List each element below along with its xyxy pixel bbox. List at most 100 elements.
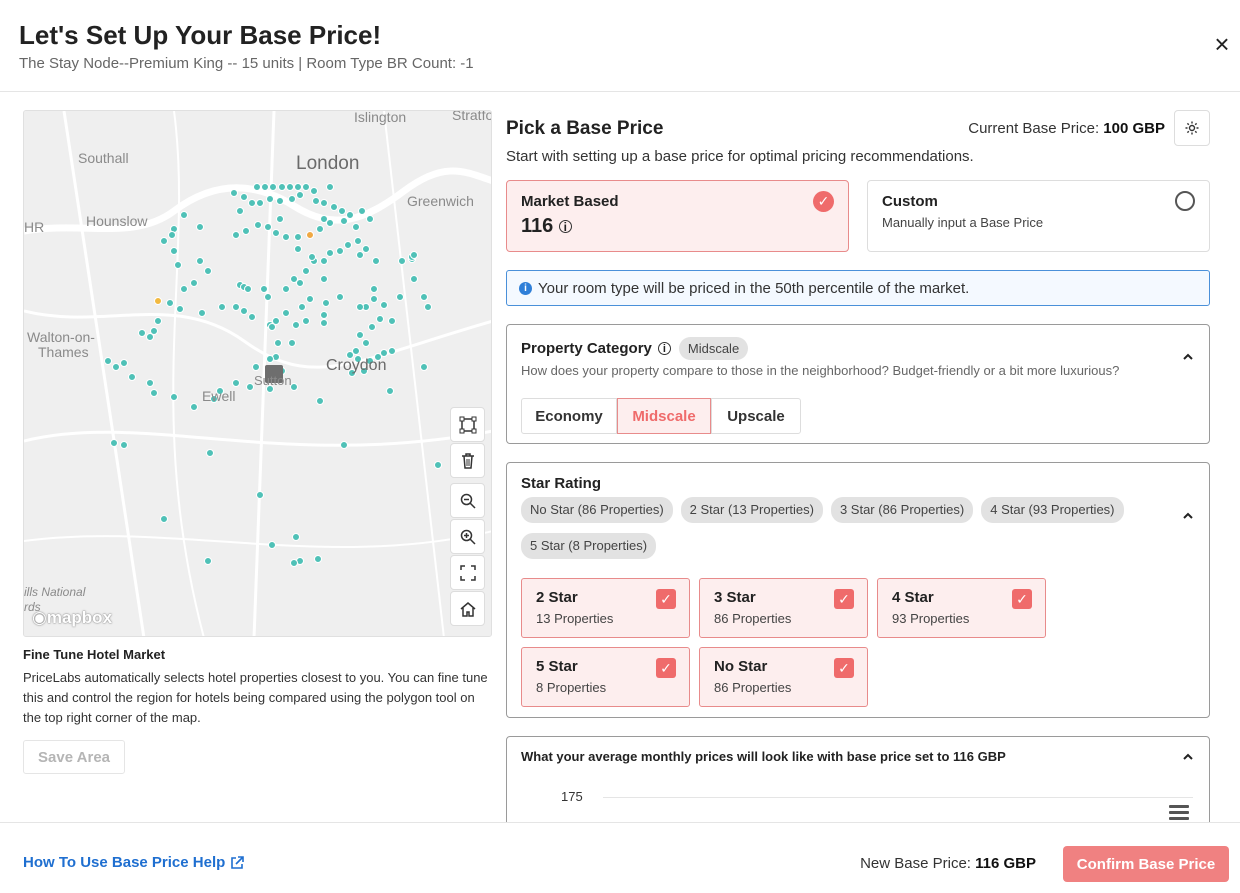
hotel-marker[interactable]: [196, 257, 204, 265]
hotel-marker[interactable]: [168, 231, 176, 239]
hotel-marker[interactable]: [240, 307, 248, 315]
settings-button[interactable]: [1174, 110, 1210, 146]
hotel-marker[interactable]: [314, 555, 322, 563]
hotel-marker[interactable]: [294, 183, 302, 191]
radio-icon[interactable]: [1175, 191, 1195, 211]
hotel-marker[interactable]: [252, 363, 260, 371]
hotel-marker[interactable]: [302, 317, 310, 325]
star-option-3[interactable]: 3 Star 86 Properties ✓: [699, 578, 868, 638]
hotel-marker[interactable]: [286, 183, 294, 191]
hotel-marker[interactable]: [254, 221, 262, 229]
hotel-marker[interactable]: [360, 367, 368, 375]
chart-menu-icon[interactable]: [1169, 805, 1189, 822]
fullscreen-icon[interactable]: [450, 555, 485, 590]
hotel-marker[interactable]: [154, 317, 162, 325]
market-based-option[interactable]: Market Based 116 i ✓: [506, 180, 849, 252]
hotel-marker[interactable]: [386, 387, 394, 395]
hotel-marker[interactable]: [356, 251, 364, 259]
hotel-marker[interactable]: [170, 393, 178, 401]
hotel-marker[interactable]: [282, 233, 290, 241]
hotel-marker[interactable]: [308, 253, 316, 261]
hotel-marker[interactable]: [298, 303, 306, 311]
hotel-marker[interactable]: [128, 373, 136, 381]
hotel-marker[interactable]: [420, 363, 428, 371]
hotel-marker[interactable]: [120, 441, 128, 449]
hotel-marker[interactable]: [282, 309, 290, 317]
hotel-marker[interactable]: [261, 183, 269, 191]
checkbox-checked-icon[interactable]: ✓: [656, 658, 676, 678]
hotel-marker[interactable]: [302, 183, 310, 191]
save-area-button[interactable]: Save Area: [23, 740, 125, 774]
hotel-marker[interactable]: [242, 227, 250, 235]
hotel-marker[interactable]: [356, 331, 364, 339]
hotel-marker[interactable]: [278, 183, 286, 191]
hotel-marker[interactable]: [174, 261, 182, 269]
hotel-marker[interactable]: [138, 329, 146, 337]
hotel-marker[interactable]: [362, 339, 370, 347]
hotel-marker[interactable]: [366, 357, 374, 365]
hotel-marker[interactable]: [256, 199, 264, 207]
hotel-marker[interactable]: [236, 207, 244, 215]
checkbox-checked-icon[interactable]: ✓: [1012, 589, 1032, 609]
hotel-marker[interactable]: [326, 249, 334, 257]
hotel-marker[interactable]: [244, 285, 252, 293]
hotel-marker[interactable]: [264, 293, 272, 301]
hotel-marker[interactable]: [336, 247, 344, 255]
base-price-help-link[interactable]: How To Use Base Price Help: [23, 854, 245, 871]
polygon-draw-icon[interactable]: [450, 407, 485, 442]
hotel-marker[interactable]: [146, 333, 154, 341]
hotel-marker[interactable]: [346, 351, 354, 359]
hotel-marker[interactable]: [232, 231, 240, 239]
hotel-marker[interactable]: [306, 231, 314, 239]
hotel-marker[interactable]: [348, 369, 356, 377]
hotel-marker[interactable]: [272, 229, 280, 237]
hotel-marker[interactable]: [216, 387, 224, 395]
hotel-marker[interactable]: [356, 303, 364, 311]
hotel-marker[interactable]: [276, 197, 284, 205]
hotel-marker[interactable]: [380, 349, 388, 357]
hotel-marker[interactable]: [320, 257, 328, 265]
hotel-marker[interactable]: [310, 187, 318, 195]
hotel-marker[interactable]: [112, 363, 120, 371]
hotel-marker[interactable]: [330, 203, 338, 211]
hotel-marker[interactable]: [320, 319, 328, 327]
star-option-5[interactable]: 5 Star 8 Properties ✓: [521, 647, 690, 707]
hotel-marker[interactable]: [410, 251, 418, 259]
hotel-marker[interactable]: [268, 541, 276, 549]
hotel-marker[interactable]: [388, 347, 396, 355]
category-midscale-button[interactable]: Midscale: [617, 398, 711, 434]
hotel-marker[interactable]: [340, 217, 348, 225]
hotel-marker[interactable]: [294, 233, 302, 241]
category-economy-button[interactable]: Economy: [521, 398, 617, 434]
hotel-marker[interactable]: [312, 197, 320, 205]
hotel-marker[interactable]: [160, 237, 168, 245]
hotel-marker[interactable]: [366, 215, 374, 223]
market-map[interactable]: Islington Stratford Southall London Gree…: [23, 110, 492, 637]
chevron-up-icon[interactable]: [1181, 750, 1195, 764]
hotel-marker[interactable]: [288, 339, 296, 347]
close-icon[interactable]: ×: [1214, 29, 1230, 59]
hotel-marker[interactable]: [374, 353, 382, 361]
hotel-marker[interactable]: [260, 285, 268, 293]
hotel-marker[interactable]: [424, 303, 432, 311]
hotel-marker[interactable]: [248, 313, 256, 321]
hotel-marker[interactable]: [320, 215, 328, 223]
hotel-marker[interactable]: [296, 191, 304, 199]
hotel-marker[interactable]: [274, 339, 282, 347]
hotel-marker[interactable]: [246, 383, 254, 391]
hotel-marker[interactable]: [204, 557, 212, 565]
hotel-marker[interactable]: [180, 211, 188, 219]
hotel-marker[interactable]: [266, 195, 274, 203]
confirm-base-price-button[interactable]: Confirm Base Price: [1063, 846, 1229, 882]
hotel-marker[interactable]: [326, 219, 334, 227]
hotel-marker[interactable]: [120, 359, 128, 367]
hotel-marker[interactable]: [292, 321, 300, 329]
hotel-marker[interactable]: [110, 439, 118, 447]
hotel-marker[interactable]: [340, 441, 348, 449]
hotel-marker[interactable]: [316, 397, 324, 405]
hotel-marker[interactable]: [410, 275, 418, 283]
home-icon[interactable]: [450, 591, 485, 626]
hotel-marker[interactable]: [266, 355, 274, 363]
hotel-marker[interactable]: [320, 275, 328, 283]
hotel-marker[interactable]: [288, 195, 296, 203]
